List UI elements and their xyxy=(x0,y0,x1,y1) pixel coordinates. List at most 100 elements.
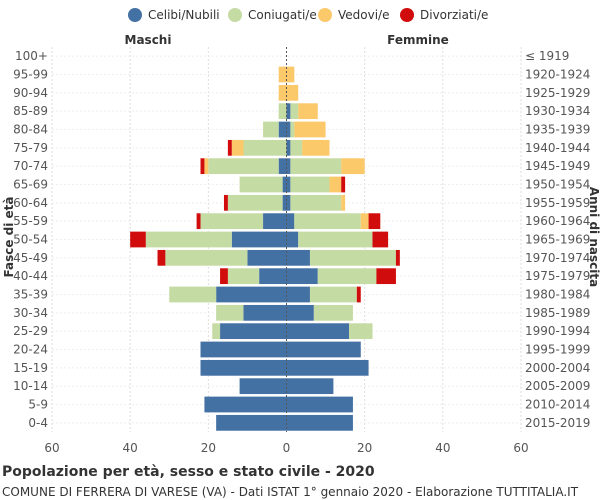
bar-female-95-99-Vedovi/e xyxy=(286,66,295,83)
bar-female-65-69-Coniugati/e xyxy=(290,176,330,193)
age-group-label: 30-34 xyxy=(13,306,48,320)
birth-year-label: 1935-1939 xyxy=(525,123,590,137)
birth-year-label: 2010-2014 xyxy=(525,398,590,412)
age-group-label: 0-4 xyxy=(28,416,48,430)
bar-female-55-59-Celibi/Nubili xyxy=(286,213,295,230)
bar-female-65-69-Divorziati/e xyxy=(341,176,346,193)
bar-female-35-39-Celibi/Nubili xyxy=(286,286,310,303)
age-group-label: 50-54 xyxy=(13,233,48,247)
bar-female-85-89-Coniugati/e xyxy=(290,103,299,120)
bar-female-50-54-Celibi/Nubili xyxy=(286,231,299,248)
legend-label: Celibi/Nubili xyxy=(148,8,220,22)
birth-year-label: 1990-1994 xyxy=(525,324,590,338)
legend-marker xyxy=(318,8,332,22)
chart-subtitle: COMUNE DI FERRERA DI VARESE (VA) - Dati … xyxy=(2,485,579,499)
birth-year-label: 1995-1999 xyxy=(525,343,590,357)
bar-female-0-4-Celibi/Nubili xyxy=(286,414,353,431)
legend-label: Coniugati/e xyxy=(248,8,317,22)
bar-male-70-74-Divorziati/e xyxy=(200,158,205,175)
bar-male-45-49-Celibi/Nubili xyxy=(247,249,287,266)
bar-male-45-49-Divorziati/e xyxy=(157,249,166,266)
birth-year-label: 1945-1949 xyxy=(525,159,590,173)
birth-year-labels: ≤ 1919 1920-1924 1925-1929 1930-1934 1935-19… xyxy=(525,49,590,430)
age-group-label: 35-39 xyxy=(13,288,48,302)
legend: Celibi/Nubili Coniugati/e Vedovi/e Divorzia… xyxy=(128,8,488,22)
females-label: Femmine xyxy=(387,33,449,47)
bar-female-45-49-Coniugati/e xyxy=(309,249,396,266)
age-group-label: 85-89 xyxy=(13,104,48,118)
bar-male-70-74-Celibi/Nubili xyxy=(278,158,287,175)
age-group-label: 75-79 xyxy=(13,141,48,155)
bar-male-90-94-Vedovi/e xyxy=(278,84,287,101)
bar-male-65-69-Coniugati/e xyxy=(239,176,283,193)
bar-female-60-64-Vedovi/e xyxy=(341,194,346,211)
age-group-label: 80-84 xyxy=(13,123,48,137)
bar-male-95-99-Vedovi/e xyxy=(278,66,287,83)
bar-female-75-79-Celibi/Nubili xyxy=(286,139,291,156)
bar-male-40-44-Coniugati/e xyxy=(227,268,260,285)
bar-male-85-89-Coniugati/e xyxy=(278,103,287,120)
legend-label: Vedovi/e xyxy=(338,8,389,22)
bar-male-35-39-Celibi/Nubili xyxy=(216,286,287,303)
bar-female-90-94-Vedovi/e xyxy=(286,84,299,101)
age-group-label: 10-14 xyxy=(13,379,48,393)
age-group-label: 55-59 xyxy=(13,214,48,228)
males-label: Maschi xyxy=(125,33,172,47)
bar-female-35-39-Coniugati/e xyxy=(309,286,357,303)
age-group-label: 90-94 xyxy=(13,86,48,100)
bar-female-70-74-Vedovi/e xyxy=(341,158,365,175)
bar-female-25-29-Celibi/Nubili xyxy=(286,323,350,340)
bar-female-30-34-Coniugati/e xyxy=(313,304,353,321)
bar-male-50-54-Coniugati/e xyxy=(145,231,232,248)
bar-female-70-74-Coniugati/e xyxy=(290,158,342,175)
bar-female-20-24-Celibi/Nubili xyxy=(286,341,361,358)
bar-male-0-4-Celibi/Nubili xyxy=(216,414,287,431)
bar-male-80-84-Celibi/Nubili xyxy=(278,121,287,138)
bar-female-25-29-Coniugati/e xyxy=(349,323,373,340)
bar-male-25-29-Celibi/Nubili xyxy=(220,323,287,340)
bar-male-45-49-Coniugati/e xyxy=(165,249,248,266)
birth-year-label: 2005-2009 xyxy=(525,379,590,393)
bar-male-10-14-Celibi/Nubili xyxy=(239,378,287,395)
bar-female-40-44-Coniugati/e xyxy=(317,268,377,285)
bar-female-45-49-Celibi/Nubili xyxy=(286,249,310,266)
age-group-label: 45-49 xyxy=(13,251,48,265)
bar-female-80-84-Vedovi/e xyxy=(294,121,326,138)
birth-year-label: 1985-1989 xyxy=(525,306,590,320)
age-group-label: 15-19 xyxy=(13,361,48,375)
age-group-label: 20-24 xyxy=(13,343,48,357)
bar-female-40-44-Divorziati/e xyxy=(376,268,396,285)
bar-female-15-19-Celibi/Nubili xyxy=(286,359,369,376)
bar-male-25-29-Coniugati/e xyxy=(212,323,221,340)
bar-female-70-74-Celibi/Nubili xyxy=(286,158,291,175)
bar-female-80-84-Celibi/Nubili xyxy=(286,121,291,138)
bar-female-35-39-Divorziati/e xyxy=(356,286,361,303)
bar-male-40-44-Divorziati/e xyxy=(220,268,228,285)
bar-male-20-24-Celibi/Nubili xyxy=(200,341,287,358)
bar-female-50-54-Coniugati/e xyxy=(298,231,373,248)
birth-year-label: 1955-1959 xyxy=(525,196,590,210)
bar-female-30-34-Celibi/Nubili xyxy=(286,304,314,321)
bar-male-80-84-Coniugati/e xyxy=(263,121,279,138)
bar-male-60-64-Divorziati/e xyxy=(223,194,228,211)
bar-male-55-59-Celibi/Nubili xyxy=(263,213,287,230)
age-group-label: 65-69 xyxy=(13,178,48,192)
bar-male-30-34-Coniugati/e xyxy=(216,304,244,321)
bar-female-55-59-Divorziati/e xyxy=(368,213,381,230)
bar-female-80-84-Coniugati/e xyxy=(290,121,295,138)
age-group-label: 25-29 xyxy=(13,324,48,338)
bar-male-70-74-Vedovi/e xyxy=(204,158,209,175)
bar-female-85-89-Celibi/Nubili xyxy=(286,103,291,120)
birth-year-label: 2015-2019 xyxy=(525,416,590,430)
bar-female-65-69-Celibi/Nubili xyxy=(286,176,291,193)
x-tick-label: 0 xyxy=(283,441,291,455)
bar-male-5-9-Celibi/Nubili xyxy=(204,396,287,413)
bar-male-55-59-Coniugati/e xyxy=(200,213,264,230)
bar-female-85-89-Vedovi/e xyxy=(298,103,318,120)
x-tick-label: 40 xyxy=(123,441,138,455)
age-group-label: 40-44 xyxy=(13,269,48,283)
bar-female-50-54-Divorziati/e xyxy=(372,231,389,248)
birth-year-label: 1925-1929 xyxy=(525,86,590,100)
x-tick-label: 20 xyxy=(201,441,216,455)
